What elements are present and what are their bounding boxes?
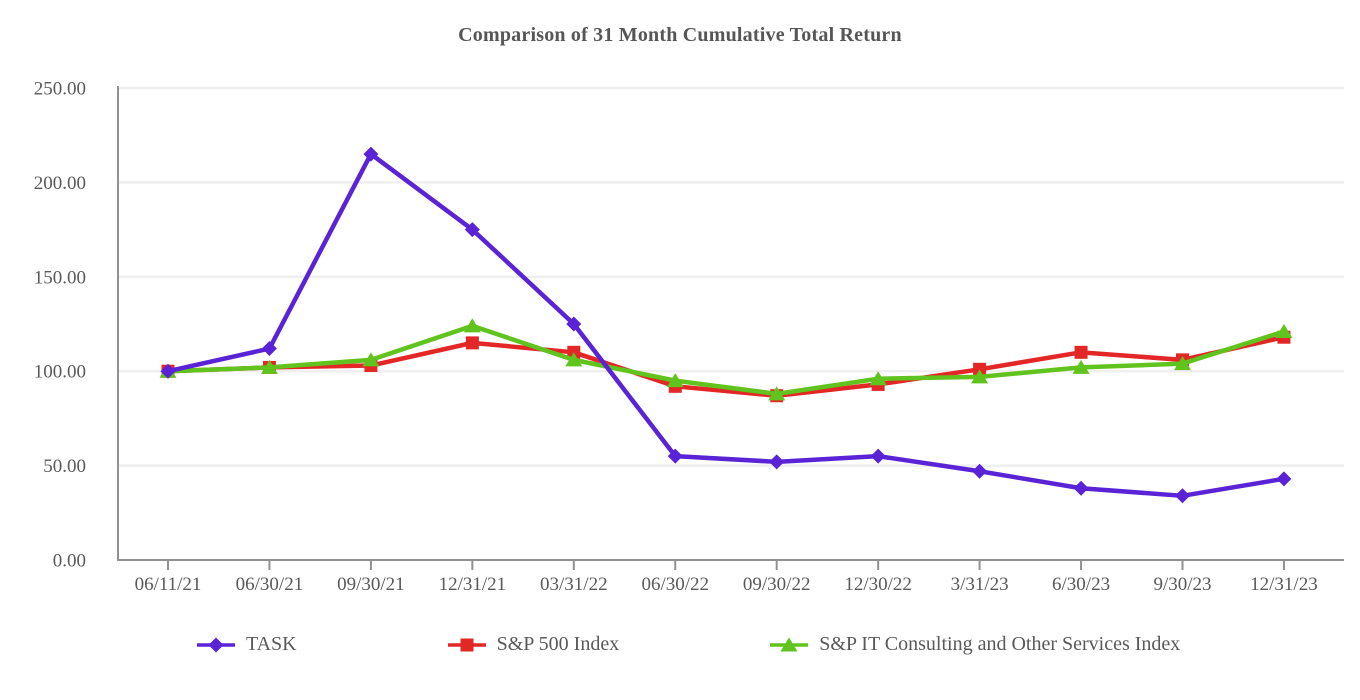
svg-text:200.00: 200.00 — [34, 173, 86, 194]
svg-text:6/30/23: 6/30/23 — [1052, 574, 1110, 595]
y-axis-labels: 0.00 50.00 100.00 150.00 200.00 250.00 — [34, 79, 86, 572]
svg-text:150.00: 150.00 — [34, 267, 86, 288]
gridlines — [118, 86, 1344, 467]
svg-text:9/30/23: 9/30/23 — [1153, 574, 1211, 595]
svg-text:3/31/23: 3/31/23 — [951, 574, 1009, 595]
svg-text:03/31/22: 03/31/22 — [540, 574, 608, 595]
svg-text:12/31/21: 12/31/21 — [439, 574, 507, 595]
legend: TASK S&P 500 Index S&P IT Consulting and… — [0, 633, 1360, 656]
svg-text:09/30/21: 09/30/21 — [337, 574, 405, 595]
x-axis-labels: 06/11/21 06/30/21 09/30/21 12/31/21 03/31/22… — [135, 574, 1318, 595]
svg-text:12/31/23: 12/31/23 — [1250, 574, 1318, 595]
spit-triangle-icon — [770, 637, 809, 651]
svg-text:250.00: 250.00 — [34, 79, 86, 100]
legend-label-task: TASK — [246, 633, 297, 655]
plot-area: 0.00 50.00 100.00 150.00 200.00 250.00 06/11/2… — [34, 79, 1344, 595]
svg-text:0.00: 0.00 — [53, 551, 86, 572]
series-spit — [159, 318, 1293, 401]
svg-text:06/30/22: 06/30/22 — [641, 574, 709, 595]
legend-label-spit: S&P IT Consulting and Other Services Ind… — [819, 633, 1181, 655]
legend-label-sp500: S&P 500 Index — [496, 633, 620, 655]
legend-item-spit: S&P IT Consulting and Other Services Ind… — [767, 633, 1180, 656]
svg-text:12/30/22: 12/30/22 — [844, 574, 912, 595]
axes — [117, 86, 1344, 570]
task-diamond-icon — [197, 637, 235, 652]
svg-text:06/11/21: 06/11/21 — [135, 574, 202, 595]
series-task — [160, 146, 1292, 504]
svg-text:09/30/22: 09/30/22 — [743, 574, 811, 595]
svg-text:06/30/21: 06/30/21 — [236, 574, 304, 595]
svg-text:100.00: 100.00 — [34, 362, 86, 383]
sp500-square-icon — [447, 638, 486, 651]
legend-item-task: TASK — [194, 633, 297, 656]
svg-text:50.00: 50.00 — [43, 456, 86, 477]
chart-title: Comparison of 31 Month Cumulative Total … — [458, 24, 902, 46]
legend-item-sp500: S&P 500 Index — [445, 633, 620, 656]
